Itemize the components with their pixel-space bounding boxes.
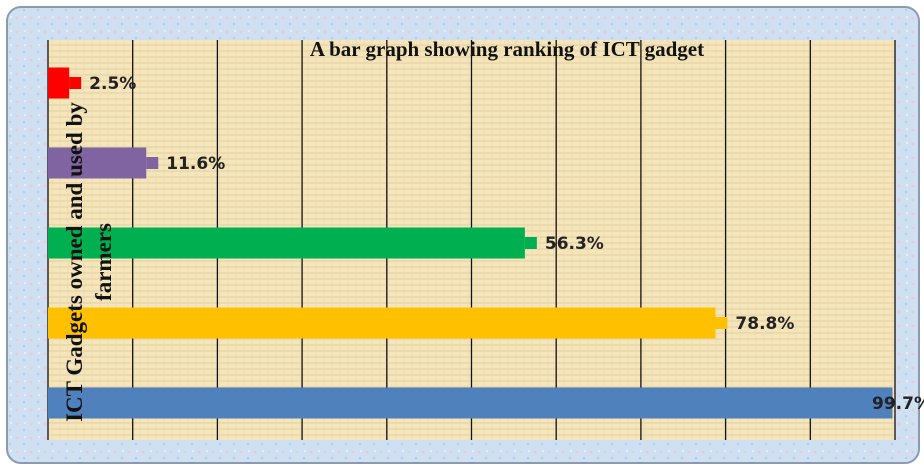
chart-title: A bar graph showing ranking of ICT gadge… <box>310 37 704 61</box>
bar <box>48 307 716 339</box>
value-label: 78.8% <box>735 314 794 334</box>
value-label: 56.3% <box>545 234 604 254</box>
label-marker <box>69 77 82 89</box>
y-axis-label: ICT Gadgets owned and used by farmers <box>62 102 116 422</box>
bar <box>48 147 147 179</box>
value-label: 2.5% <box>89 74 136 94</box>
label-marker <box>524 237 537 249</box>
label-marker <box>146 157 159 169</box>
bar <box>48 67 70 99</box>
bar <box>48 387 893 419</box>
label-marker <box>852 397 864 409</box>
value-label: 99.7% <box>872 394 924 414</box>
value-label: 11.6% <box>166 154 225 174</box>
bar <box>48 227 525 259</box>
label-marker <box>715 317 728 329</box>
